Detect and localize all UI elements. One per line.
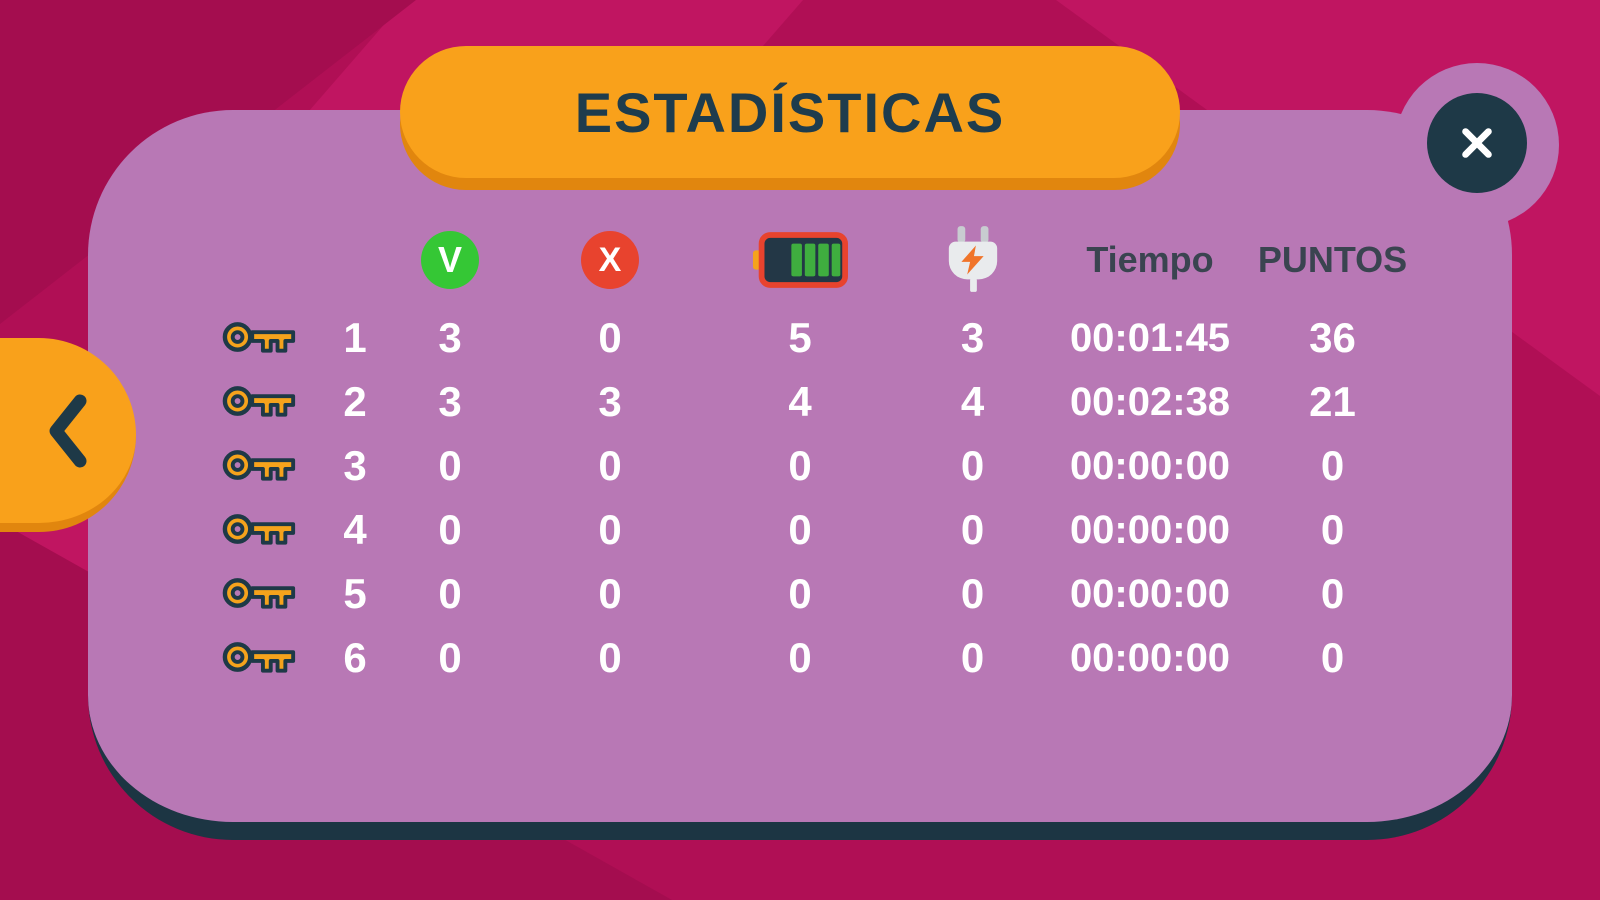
plug-icon (948, 226, 997, 292)
level-number: 2 (343, 378, 367, 425)
plug-count: 0 (960, 506, 985, 553)
time-value: 00:01:45 (1069, 315, 1231, 360)
battery-count: 0 (788, 570, 812, 617)
level-key-icon (200, 626, 320, 690)
correct-count: 0 (438, 570, 462, 617)
check-circle-icon: V (421, 231, 479, 289)
stats-title-banner: ESTADÍSTICAS (400, 46, 1180, 178)
battery-count: 0 (788, 506, 812, 553)
level-key-icon (200, 434, 320, 498)
level-number: 6 (343, 634, 367, 681)
level-key-icon (200, 370, 320, 434)
correct-count: 0 (438, 442, 462, 489)
wrong-header: X (510, 214, 710, 306)
wrong-count: 0 (598, 314, 622, 361)
x-circle-icon: X (581, 231, 639, 289)
correct-count: 0 (438, 634, 462, 681)
level-number: 1 (343, 314, 367, 361)
check-glyph: V (437, 239, 462, 280)
stats-table: V X Tiempo PUNTOS (200, 214, 1420, 690)
points-value: 0 (1320, 634, 1345, 681)
time-value: 00:00:00 (1069, 443, 1231, 488)
time-value: 00:00:00 (1069, 635, 1231, 680)
plug-count: 4 (960, 378, 985, 425)
wrong-count: 0 (598, 634, 622, 681)
level-number: 3 (343, 442, 367, 489)
battery-icon (752, 232, 848, 288)
battery-count: 0 (788, 442, 812, 489)
level-key-icon (200, 306, 320, 370)
close-button[interactable] (1427, 93, 1527, 193)
battery-count: 0 (788, 634, 812, 681)
plug-count: 0 (960, 634, 985, 681)
time-value: 00:00:00 (1069, 507, 1231, 552)
plug-header (890, 214, 1055, 306)
battery-count: 5 (788, 314, 812, 361)
stats-panel (88, 110, 1512, 840)
time-value: 00:02:38 (1069, 379, 1231, 424)
correct-count: 3 (438, 378, 462, 425)
wrong-count: 0 (598, 570, 622, 617)
plug-count: 0 (960, 570, 985, 617)
level-key-icon (200, 498, 320, 562)
battery-count: 4 (788, 378, 812, 425)
correct-count: 0 (438, 506, 462, 553)
plug-count: 3 (960, 314, 985, 361)
header-spacer (320, 214, 390, 306)
points-value: 0 (1320, 570, 1345, 617)
chevron-left-icon (49, 394, 87, 467)
wrong-count: 0 (598, 506, 622, 553)
points-value: 0 (1320, 442, 1345, 489)
wrong-count: 0 (598, 442, 622, 489)
points-column-header: PUNTOS (1257, 239, 1408, 280)
correct-count: 3 (438, 314, 462, 361)
time-column-header: Tiempo (1086, 239, 1214, 280)
page-title: ESTADÍSTICAS (574, 80, 1006, 144)
close-icon (1462, 128, 1492, 158)
points-value: 21 (1309, 378, 1356, 425)
level-key-icon (200, 562, 320, 626)
points-value: 0 (1320, 506, 1345, 553)
header-spacer (200, 214, 320, 306)
points-value: 36 (1309, 314, 1356, 361)
wrong-count: 3 (598, 378, 622, 425)
level-number: 5 (343, 570, 367, 617)
correct-header: V (390, 214, 510, 306)
x-glyph: X (598, 240, 622, 279)
level-number: 4 (343, 506, 367, 553)
time-value: 00:00:00 (1069, 571, 1231, 616)
battery-header (710, 214, 890, 306)
plug-count: 0 (960, 442, 985, 489)
